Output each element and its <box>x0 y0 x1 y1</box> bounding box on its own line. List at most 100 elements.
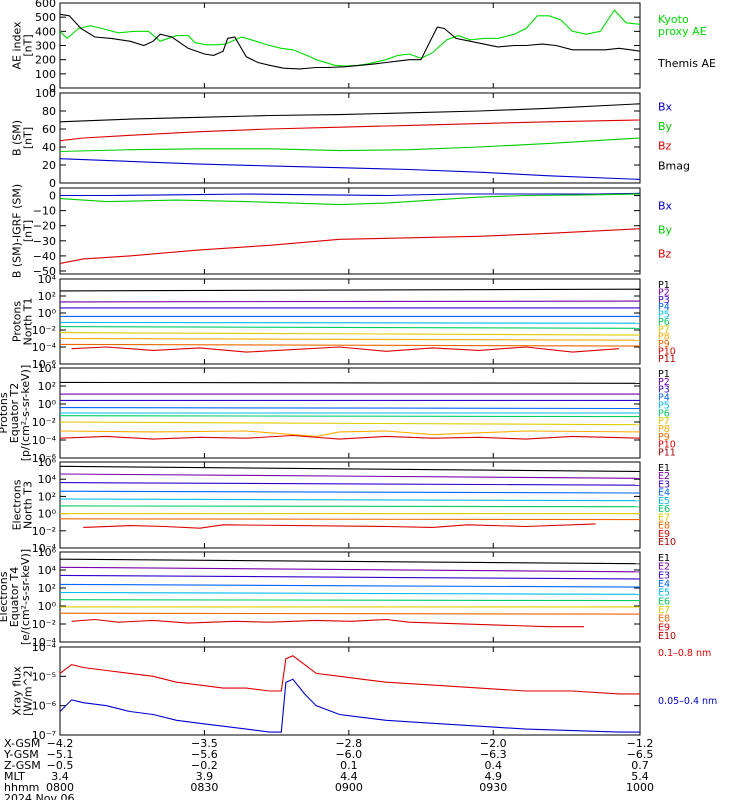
legend-entry: 0.05–0.4 nm <box>658 696 717 707</box>
legend-xray: 0.1–0.8 nm 0.05–0.4 nm <box>658 648 717 707</box>
legend-entry: P6 <box>658 317 670 328</box>
legend-entry: E3 <box>658 570 670 581</box>
y-tick-label: 10⁻⁴ <box>32 542 57 555</box>
series-line-p4 <box>60 407 640 410</box>
y-axis-label-line: Electrons <box>11 479 24 530</box>
y-tick-label: 0 <box>49 190 56 203</box>
panel-xray: 10⁻⁷ 10⁻⁶ 10⁻⁵ 10⁻⁴ Xray flux[W/m^2] 0.1–0.8 … <box>11 641 718 742</box>
panel-frame <box>59 187 641 275</box>
series-line-0-05-0-4-nm <box>60 678 640 733</box>
y-tick-label: −10 <box>33 205 56 218</box>
x-row-value: −6.0 <box>335 748 362 761</box>
legend-entry: By <box>658 223 673 236</box>
y-axis-label-line: North T3 <box>22 481 35 529</box>
y-tick-label: 10⁶ <box>38 546 57 559</box>
legend-entry: E2 <box>658 471 670 482</box>
y-axis-label-line: B (SM) <box>11 120 24 156</box>
y-tick-label: 600 <box>35 0 56 10</box>
series-line-bz <box>60 228 640 264</box>
y-tick-label: 10⁻² <box>32 324 56 337</box>
y-tick-label: 10⁻⁴ <box>32 341 57 354</box>
y-tick-label: 0 <box>49 177 56 190</box>
x-row-value: 4.9 <box>485 770 503 783</box>
y-tick-label: 10⁻² <box>32 525 56 538</box>
y-tick-label: 10⁰ <box>38 600 57 613</box>
y-tick-label: 10⁻⁶ <box>32 452 57 465</box>
series-line-bx <box>60 158 640 180</box>
series-group <box>60 192 640 264</box>
y-axis-label-line: Equator T2 <box>8 383 21 443</box>
series-line-e1 <box>60 465 640 473</box>
y-axis-label-line: [W/m^2] <box>22 666 35 716</box>
series-line-p9 <box>60 434 640 440</box>
panel-bdiff: −50 −40 −30 −20 −10 0 B (SM)-IGRF (SM)[nT] Bx By… <box>11 184 673 278</box>
legend-entry: E6 <box>658 504 670 515</box>
y-tick-label: 10⁶ <box>38 456 57 469</box>
y-tick-label: 20 <box>42 159 56 172</box>
y-tick-label: 60 <box>42 123 56 136</box>
series-group <box>60 381 640 440</box>
y-tick-label: −40 <box>33 250 56 263</box>
x-row-value: 0900 <box>335 781 363 794</box>
series-line-p8 <box>60 430 640 437</box>
y-axis-label-line: [e/(cm²-s-sr-keV)] <box>19 549 32 645</box>
x-row-value: 0800 <box>46 781 74 794</box>
legend-entry: Bz <box>658 247 672 260</box>
legend-entry: E2 <box>658 562 670 573</box>
series-line-bmag <box>60 103 640 123</box>
y-tick-label: −50 <box>33 265 56 278</box>
legend-entry: P10 <box>658 346 676 357</box>
legend-entry: P7 <box>658 324 670 335</box>
series-group <box>60 288 640 353</box>
x-row-label: MLT <box>4 770 25 783</box>
legend-entry: proxy AE <box>658 25 707 38</box>
y-axis-label-line: B (SM)-IGRF (SM) <box>11 184 24 278</box>
series-line-0-1-0-8-nm <box>60 655 640 695</box>
series-line-e6 <box>60 505 640 508</box>
y-axis-label-line: Protons <box>0 392 10 433</box>
y-axis-label-line: Protons <box>11 301 24 342</box>
y-tick-label: 80 <box>42 105 56 118</box>
y-tick-label: 10⁰ <box>38 398 57 411</box>
legend-entry: E8 <box>658 521 670 532</box>
y-axis-label: AE index[nT] <box>11 21 35 70</box>
legend-entry: P7 <box>658 416 670 427</box>
y-axis-label-line: North T1 <box>22 298 35 346</box>
series-line-themis-ae <box>60 13 640 70</box>
series-line-e1 <box>60 558 640 565</box>
y-tick-label: 400 <box>35 25 56 38</box>
legend-bdiff: Bx By Bz <box>658 200 673 261</box>
y-axis-label: Xray flux[W/m^2] <box>11 666 35 716</box>
x-row-value: −3.5 <box>191 737 218 750</box>
x-row-value: −5.1 <box>47 748 74 761</box>
y-tick-label: 10⁴ <box>38 564 57 577</box>
y-tick-label: 10⁻⁴ <box>32 434 57 447</box>
x-row-value: 3.4 <box>51 770 69 783</box>
legend-entry: Kyoto <box>658 13 689 26</box>
x-row-value: 0930 <box>479 781 507 794</box>
legend-entry: Bx <box>658 200 673 213</box>
series-group <box>60 465 640 529</box>
x-row-label: Z-GSM <box>4 759 41 772</box>
legend-entry: P2 <box>658 377 670 388</box>
legend-entry: Bz <box>658 140 672 153</box>
legend-entry: P10 <box>658 440 676 451</box>
x-row-value: 0830 <box>190 781 218 794</box>
y-tick-label: 10⁻⁴ <box>32 636 57 649</box>
legend-entry: 0.1–0.8 nm <box>658 648 711 659</box>
y-tick-label: 10⁰ <box>38 307 57 320</box>
series-line-bx <box>60 192 640 197</box>
series-group <box>60 558 640 628</box>
y-tick-label: 10⁻⁷ <box>32 729 56 742</box>
panel-b: 0 20 40 60 80 100 B (SM)[nT] Bx By Bz Bmag <box>11 87 691 190</box>
y-tick-label: 0 <box>49 82 56 95</box>
series-line-p7 <box>60 421 640 426</box>
series-line-e4 <box>60 583 640 588</box>
